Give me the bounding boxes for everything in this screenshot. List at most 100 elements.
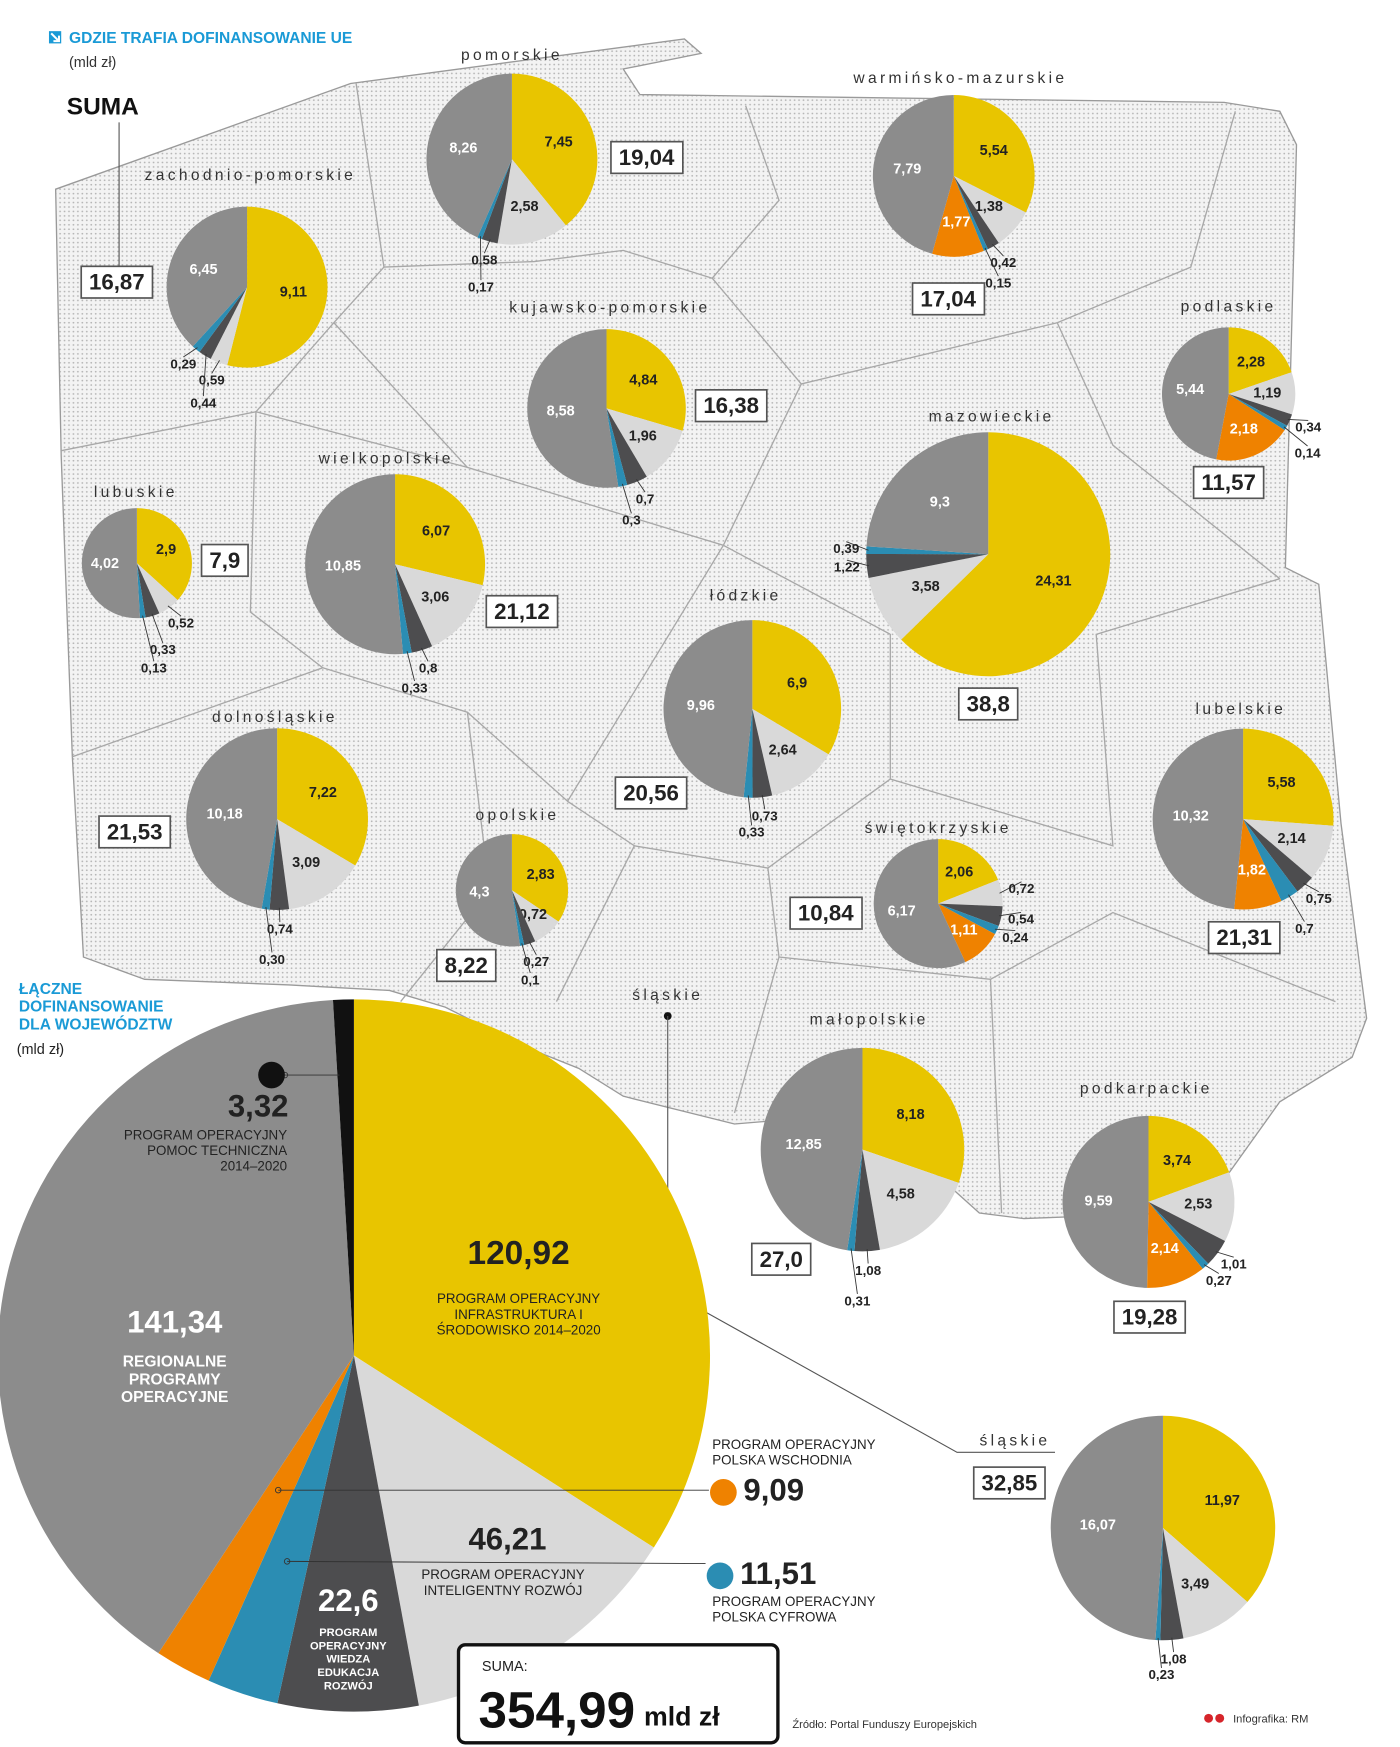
leader-line <box>761 794 766 810</box>
pie-slice <box>760 1047 863 1251</box>
pie-total: 21,53 <box>107 819 163 844</box>
value-label: 8,18 <box>896 1107 924 1123</box>
value-label: 4,84 <box>629 373 657 389</box>
pie-slice <box>395 564 433 653</box>
total-box <box>957 687 1019 721</box>
leader-line <box>142 615 155 662</box>
pie-title: zachodnio-pomorskie <box>145 167 357 184</box>
leader-line <box>636 479 646 493</box>
leader-line <box>747 795 753 826</box>
pie-slice <box>332 999 354 1356</box>
pie-title: podkarpackie <box>1080 1081 1213 1098</box>
value-label: 0,30 <box>259 952 285 967</box>
footer-credit: Infografika: RM <box>1233 1713 1308 1725</box>
pie-slice <box>1148 1201 1209 1269</box>
pie-slice <box>606 329 686 431</box>
value-label: 1,08 <box>1161 1651 1188 1666</box>
pie-slice <box>862 1149 959 1250</box>
value-label: 3,49 <box>1181 1576 1209 1592</box>
pie-slice <box>938 879 1003 907</box>
pie-title: świętokrzyskie <box>865 820 1012 837</box>
total-box <box>614 776 688 810</box>
value-label: 2,06 <box>945 865 973 881</box>
pie-slice <box>1147 1201 1203 1288</box>
pie-slice <box>606 408 683 477</box>
pie-slice <box>136 508 192 601</box>
pie-total: 27,0 <box>760 1247 803 1272</box>
leader-line <box>621 483 632 514</box>
pie-total: 21,31 <box>1216 925 1272 950</box>
legend-dot <box>258 1061 285 1089</box>
pie-slice <box>1148 1172 1235 1242</box>
value-label: 1,82 <box>1238 863 1266 879</box>
pie-slice <box>862 1047 965 1183</box>
value-label: 9,11 <box>280 285 307 301</box>
value-label: 0,33 <box>402 680 428 695</box>
pie-total: 16,38 <box>703 393 759 418</box>
value-label: 0,42 <box>990 255 1016 270</box>
pie-title: śląskie <box>979 1432 1050 1449</box>
value-label: 1,77 <box>942 214 970 230</box>
pie-total: 17,04 <box>920 286 976 311</box>
leader-line <box>265 906 273 953</box>
leader-line <box>183 347 198 358</box>
pie-slice <box>752 620 842 755</box>
pie-slice <box>1228 372 1296 415</box>
pie-slice <box>854 1149 880 1252</box>
value-label: 0,75 <box>1306 891 1333 906</box>
pie-slice <box>481 159 512 244</box>
value-label: 8,58 <box>547 404 575 420</box>
total-caption: SUMA <box>67 93 139 120</box>
program-name: PROGRAM OPERACYJNY POLSKA WSCHODNIA <box>712 1436 876 1468</box>
value-label: 0,14 <box>1295 445 1322 460</box>
leader-line <box>994 928 1016 932</box>
pie-total: 38,8 <box>967 691 1010 716</box>
pie-slice <box>1243 728 1334 826</box>
value-label: 0,34 <box>1295 420 1322 435</box>
pie-slice <box>1243 819 1312 892</box>
value-label: 1,38 <box>975 199 1003 215</box>
total-box <box>972 1466 1046 1500</box>
summary-title: ŁĄCZNE DOFINANSOWANIE DLA WOJEWÓDZTW <box>18 979 173 1033</box>
value-label: 7,45 <box>545 134 573 150</box>
leader-line <box>287 1560 706 1565</box>
total-box <box>1192 465 1265 500</box>
value-label: 2,53 <box>1184 1197 1212 1213</box>
value-label: 2,28 <box>1237 354 1265 370</box>
value-label: 12,85 <box>786 1137 822 1153</box>
value-label: 0,52 <box>168 615 194 630</box>
leader-line <box>1287 418 1309 421</box>
pie-title: podlaskie <box>1181 298 1277 315</box>
pie-title: warmińsko-mazurskie <box>852 70 1067 87</box>
value-label: 9,96 <box>687 698 715 714</box>
value-label: 5,44 <box>1176 382 1204 398</box>
value-label: 0,74 <box>267 921 294 936</box>
leader-line <box>866 1249 869 1264</box>
pie-slice <box>938 839 999 904</box>
pie-slice <box>269 819 290 910</box>
value-label: 1,22 <box>834 560 860 575</box>
value-label: 0,13 <box>141 660 167 675</box>
value-label: 0,33 <box>150 642 176 657</box>
value-label: 0,27 <box>1206 1273 1232 1288</box>
value-label: 0,59 <box>199 373 225 388</box>
pie-slice <box>1155 1527 1163 1641</box>
pie-slice <box>1228 393 1292 426</box>
pie-slice <box>938 903 995 963</box>
value-label: 1,19 <box>1253 385 1281 401</box>
pie-slice <box>1162 1415 1276 1602</box>
sum-value: 354,99 <box>479 1681 636 1738</box>
pie-slice <box>866 432 989 555</box>
pie-slice <box>395 564 412 654</box>
value-label: 2,58 <box>510 199 538 215</box>
pie-slice <box>277 1355 419 1712</box>
pie-title: opolskie <box>476 807 560 824</box>
value-label: 10,85 <box>325 558 361 574</box>
leader-line <box>151 613 164 644</box>
pie-total: 19,04 <box>619 145 675 170</box>
header-title: GDZIE TRAFIA DOFINANSOWANIE UE <box>69 30 352 47</box>
value-label: 9,59 <box>1085 1193 1113 1209</box>
pie-slice <box>426 73 512 238</box>
value-label: 46,21 <box>468 1522 546 1557</box>
